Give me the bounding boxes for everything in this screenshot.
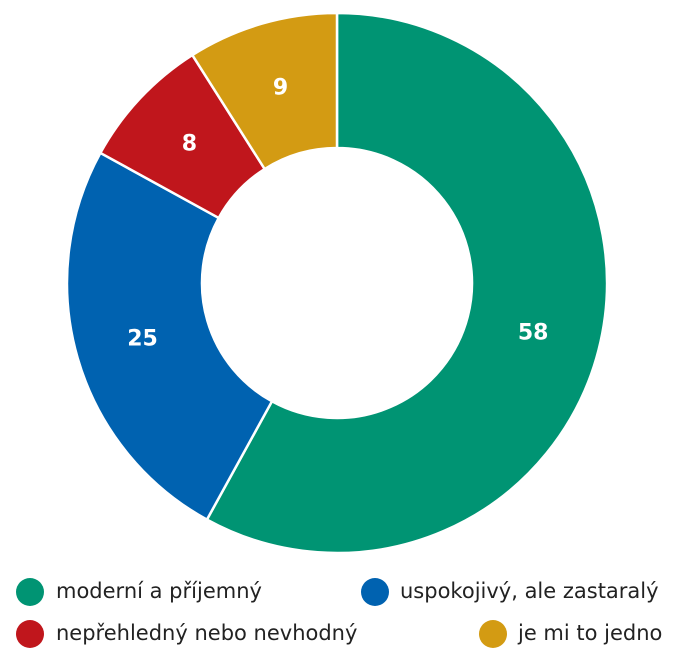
legend-label: je mi to jedno	[517, 621, 662, 645]
data-label: 58	[518, 320, 549, 345]
donut-slice	[65, 151, 274, 522]
donut-slice	[205, 11, 609, 555]
legend-marker	[361, 578, 389, 606]
legend-marker	[479, 620, 507, 648]
legend-label: moderní a příjemný	[56, 579, 262, 603]
data-label: 8	[182, 131, 197, 156]
legend-marker	[16, 620, 44, 648]
legend-label: uspokojivý, ale zastaralý	[400, 579, 659, 603]
legend-label: nepřehledný nebo nevhodný	[56, 621, 357, 645]
legend-marker	[16, 578, 44, 606]
donut-slice	[190, 11, 339, 171]
data-label: 9	[273, 76, 288, 101]
data-label: 25	[127, 326, 158, 351]
